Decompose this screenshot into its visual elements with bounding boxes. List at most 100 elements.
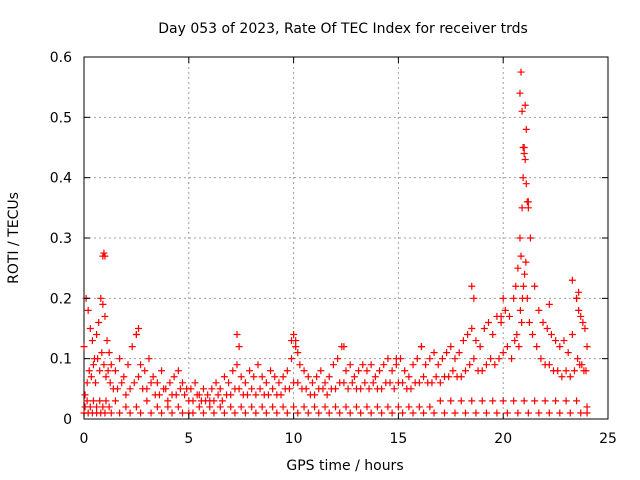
data-points — [80, 68, 591, 417]
data-point — [269, 385, 277, 393]
data-point — [556, 343, 564, 351]
data-point — [210, 409, 218, 417]
data-point — [518, 204, 526, 212]
data-point — [191, 379, 199, 387]
data-point — [388, 409, 396, 417]
data-point — [451, 355, 459, 363]
data-point — [227, 391, 235, 399]
data-point — [443, 349, 451, 357]
data-point — [321, 379, 329, 387]
data-point — [116, 409, 124, 417]
data-point — [92, 379, 100, 387]
data-point — [290, 403, 298, 411]
data-point — [526, 234, 534, 242]
data-point — [466, 361, 474, 369]
data-point — [583, 409, 591, 417]
data-point — [155, 391, 163, 399]
data-point — [95, 318, 103, 326]
data-point — [539, 318, 547, 326]
data-point — [160, 385, 168, 393]
data-point — [93, 331, 101, 339]
data-point — [319, 385, 327, 393]
data-point — [220, 373, 228, 381]
data-point — [290, 331, 298, 339]
data-point — [250, 373, 258, 381]
y-tick-label: 0 — [63, 412, 72, 428]
data-point — [436, 379, 444, 387]
data-point — [523, 294, 531, 302]
data-point — [132, 331, 140, 339]
data-point — [311, 391, 319, 399]
data-point — [231, 409, 239, 417]
data-point — [386, 379, 394, 387]
data-point — [199, 385, 207, 393]
data-point — [520, 282, 528, 290]
data-point — [451, 409, 459, 417]
data-point — [516, 89, 524, 97]
data-point — [478, 367, 486, 375]
x-tick-label: 20 — [494, 431, 512, 447]
data-point — [122, 403, 130, 411]
data-point — [499, 294, 507, 302]
data-point — [575, 288, 583, 296]
data-point — [348, 379, 356, 387]
data-point — [334, 355, 342, 363]
data-point — [212, 379, 220, 387]
data-point — [87, 373, 95, 381]
data-point — [147, 379, 155, 387]
data-point — [164, 397, 172, 405]
data-point — [573, 294, 581, 302]
data-point — [394, 403, 402, 411]
data-point — [378, 409, 386, 417]
data-point — [332, 403, 340, 411]
data-point — [369, 379, 377, 387]
data-point — [390, 385, 398, 393]
data-point — [264, 391, 272, 399]
data-point — [491, 361, 499, 369]
data-point — [104, 367, 112, 375]
data-point — [503, 409, 511, 417]
data-point — [428, 379, 436, 387]
data-point — [537, 355, 545, 363]
data-point — [243, 391, 251, 399]
y-axis-label: ROTI / TECUs — [6, 192, 22, 284]
data-point — [143, 397, 151, 405]
data-point — [384, 355, 392, 363]
data-point — [294, 409, 302, 417]
data-point — [246, 367, 254, 375]
data-point — [214, 391, 222, 399]
data-point — [141, 367, 149, 375]
data-point — [432, 373, 440, 381]
data-point — [227, 403, 235, 411]
data-point — [482, 409, 490, 417]
data-point — [521, 270, 529, 278]
data-point — [470, 355, 478, 363]
data-point — [515, 343, 523, 351]
data-point — [103, 337, 111, 345]
data-point — [97, 294, 105, 302]
data-point — [371, 373, 379, 381]
data-point — [459, 337, 467, 345]
data-point — [288, 355, 296, 363]
data-point — [279, 373, 287, 381]
data-point — [85, 367, 93, 375]
data-point — [568, 331, 576, 339]
data-point — [262, 379, 270, 387]
data-point — [89, 361, 97, 369]
data-point — [321, 403, 329, 411]
data-point — [89, 397, 97, 405]
data-point — [461, 409, 469, 417]
data-point — [365, 385, 373, 393]
data-point — [434, 361, 442, 369]
data-point — [564, 349, 572, 357]
data-point — [376, 367, 384, 375]
data-point — [302, 385, 310, 393]
data-point — [578, 361, 586, 369]
data-point — [441, 409, 449, 417]
data-point — [262, 409, 270, 417]
data-point — [501, 306, 509, 314]
data-point — [384, 403, 392, 411]
data-point — [193, 391, 201, 399]
data-point — [271, 373, 279, 381]
